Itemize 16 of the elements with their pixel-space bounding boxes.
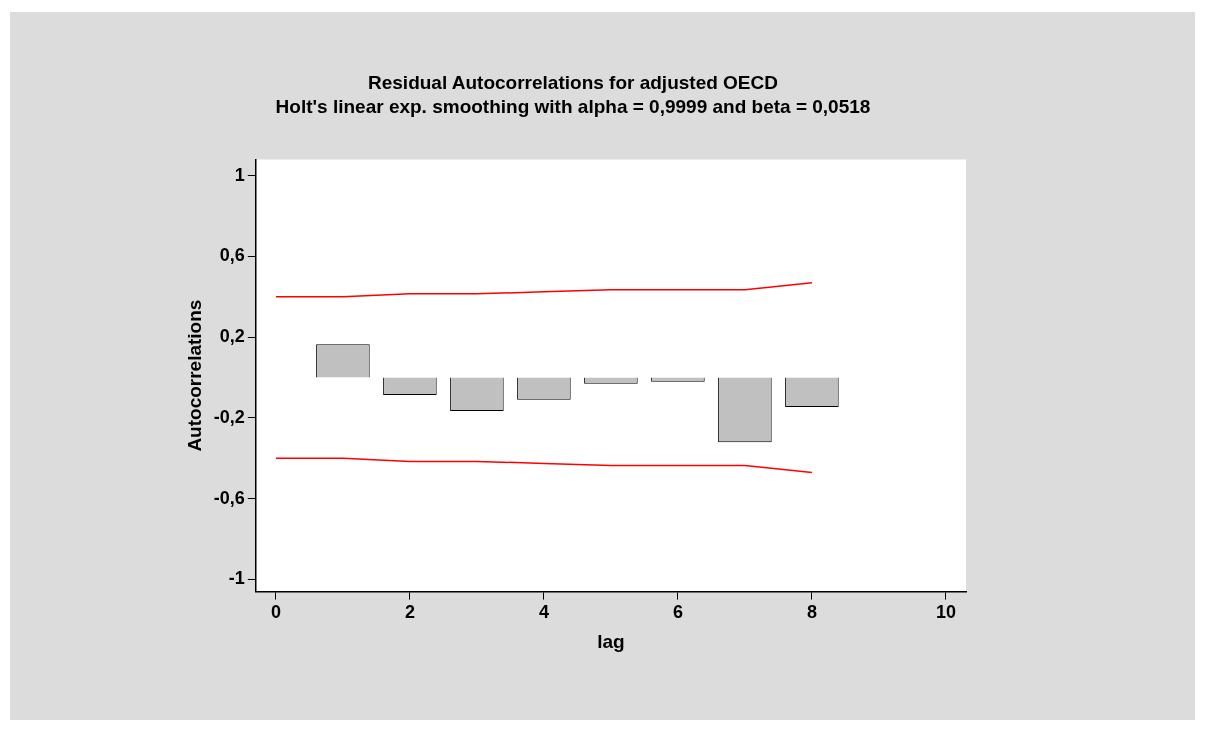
x-tick-label: 10 <box>935 602 956 623</box>
x-tick-label: 0 <box>270 602 281 623</box>
x-axis-title: lag <box>597 630 625 652</box>
y-tick-label: -0,6 <box>213 487 245 508</box>
x-tick-label: 8 <box>806 602 817 623</box>
y-tick-label: -0,2 <box>213 406 245 427</box>
chart-subtitle: Holt's linear exp. smoothing with alpha = 0,9999 and beta = 0,0518 <box>275 96 871 118</box>
x-tick-label: 2 <box>404 602 415 623</box>
y-tick-label: 0,6 <box>219 245 245 266</box>
x-tick-label: 4 <box>538 602 549 623</box>
x-tick-label: 6 <box>672 602 683 623</box>
y-tick-label: 0,2 <box>219 326 245 347</box>
y-tick-label: -1 <box>228 568 245 589</box>
y-tick-label: 1 <box>234 164 245 185</box>
chart-title: Residual Autocorrelations for adjusted OECD <box>368 71 778 93</box>
y-axis-title: Autocorrelations <box>183 299 205 452</box>
